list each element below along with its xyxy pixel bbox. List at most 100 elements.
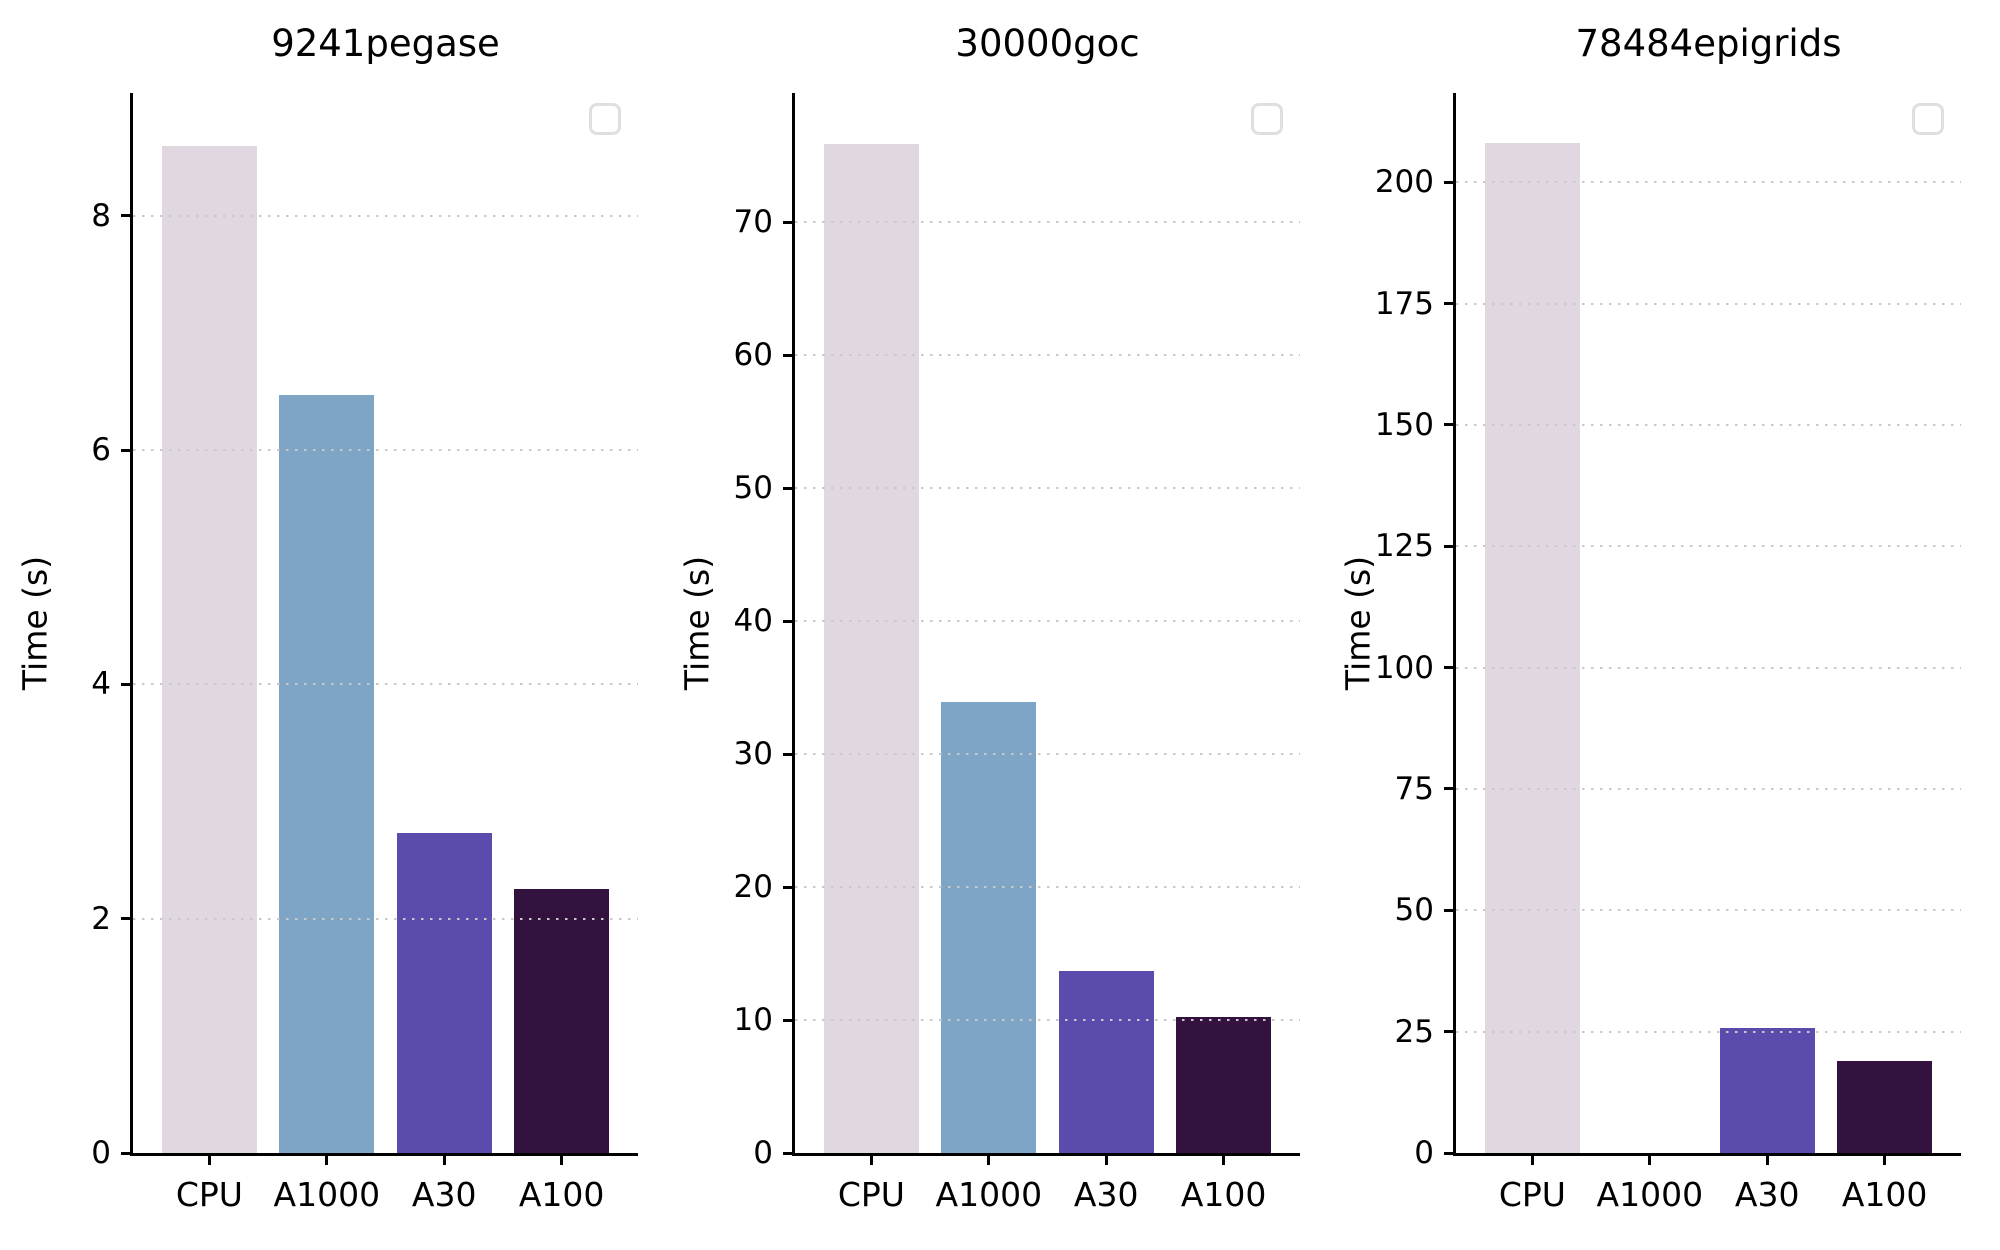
bar-a100	[514, 889, 610, 1153]
gridline	[1456, 545, 1961, 548]
y-tick-label: 0	[1414, 1135, 1434, 1171]
y-tick	[1444, 544, 1456, 548]
x-tick	[1883, 1153, 1887, 1165]
x-tick-label: A30	[1073, 1175, 1139, 1214]
chart-title: 78484epigrids	[1575, 22, 1842, 65]
x-tick	[560, 1153, 564, 1165]
bar-a30	[1719, 1027, 1815, 1153]
x-tick	[1222, 1153, 1226, 1165]
gridline	[795, 753, 1300, 755]
y-tick	[121, 682, 133, 686]
y-tick-label: 25	[1394, 1013, 1434, 1050]
x-axis-spine	[1453, 1153, 1961, 1156]
bar-cpu	[823, 143, 919, 1153]
x-tick-label: CPU	[175, 1175, 243, 1214]
y-tick-label: 2	[91, 900, 111, 937]
y-tick	[1444, 423, 1456, 427]
gridline	[1456, 666, 1961, 669]
y-tick	[1444, 666, 1456, 670]
y-tick-label: 0	[753, 1135, 773, 1171]
y-tick	[1444, 302, 1456, 306]
y-tick-label: 8	[91, 197, 111, 234]
y-axis-spine	[792, 93, 795, 1156]
gridline	[795, 1019, 1300, 1021]
y-tick	[1444, 787, 1456, 791]
y-tick	[783, 885, 795, 889]
bar-a30	[1058, 970, 1154, 1153]
x-tick-label: A1000	[273, 1175, 381, 1214]
y-tick-label: 6	[91, 432, 111, 469]
x-tick-label: A100	[1841, 1175, 1928, 1214]
y-tick	[1444, 1151, 1456, 1155]
y-tick-label: 200	[1374, 164, 1434, 201]
gridline	[1456, 1030, 1961, 1033]
x-tick	[207, 1153, 211, 1165]
y-tick-label: 60	[733, 337, 773, 373]
x-tick	[869, 1153, 873, 1165]
y-tick-label: 150	[1374, 406, 1434, 443]
y-tick-label: 30	[733, 736, 773, 772]
y-tick-label: 75	[1394, 770, 1434, 807]
gridline	[133, 214, 638, 217]
y-tick-label: 175	[1374, 285, 1434, 322]
bar-a1000	[279, 395, 375, 1153]
y-tick	[1444, 908, 1456, 912]
y-tick-label: 0	[91, 1135, 111, 1171]
gridline	[1456, 181, 1961, 184]
bar-a1000	[941, 702, 1037, 1153]
y-tick	[783, 1018, 795, 1022]
x-tick-label: CPU	[837, 1175, 905, 1214]
bar-a30	[396, 833, 492, 1153]
gridline	[1456, 787, 1961, 790]
y-tick	[1444, 1030, 1456, 1034]
gridline	[795, 487, 1300, 489]
x-tick-label: A100	[518, 1175, 605, 1214]
x-tick-label: A1000	[1596, 1175, 1704, 1214]
y-tick-label: 20	[733, 869, 773, 905]
x-tick	[987, 1153, 991, 1165]
chart-title: 30000goc	[955, 22, 1140, 65]
gridline	[1456, 302, 1961, 305]
bar-a100	[1176, 1016, 1272, 1153]
y-tick	[783, 752, 795, 756]
gridline	[795, 221, 1300, 223]
y-tick-label: 4	[91, 666, 111, 703]
y-tick-label: 70	[733, 204, 773, 240]
gridline	[133, 449, 638, 452]
x-tick	[1765, 1153, 1769, 1165]
x-tick	[325, 1153, 329, 1165]
y-tick	[121, 1151, 133, 1155]
gridline	[795, 354, 1300, 356]
y-tick-label: 125	[1374, 528, 1434, 565]
gridline	[133, 683, 638, 686]
bar-cpu	[1484, 143, 1580, 1153]
legend-box	[1912, 103, 1944, 135]
legend-box	[589, 103, 621, 135]
y-tick-label: 50	[1394, 892, 1434, 929]
y-axis-spine	[1453, 93, 1456, 1156]
bar-a100	[1837, 1060, 1933, 1153]
gridline	[1456, 909, 1961, 912]
y-tick-label: 10	[733, 1002, 773, 1038]
x-axis-spine	[792, 1153, 1300, 1156]
gridline	[1456, 423, 1961, 426]
x-tick	[442, 1153, 446, 1165]
x-tick-label: CPU	[1498, 1175, 1566, 1214]
x-tick	[1648, 1153, 1652, 1165]
gridline	[795, 620, 1300, 622]
chart-title: 9241pegase	[271, 22, 500, 65]
y-tick	[783, 353, 795, 357]
y-tick	[121, 448, 133, 452]
bar-cpu	[161, 145, 257, 1153]
x-tick	[1104, 1153, 1108, 1165]
x-tick-label: A1000	[935, 1175, 1043, 1214]
y-tick	[121, 917, 133, 921]
y-tick-label: 50	[733, 470, 773, 506]
y-tick	[783, 486, 795, 490]
y-tick	[121, 214, 133, 218]
x-tick-label: A30	[1734, 1175, 1800, 1214]
y-tick	[1444, 180, 1456, 184]
